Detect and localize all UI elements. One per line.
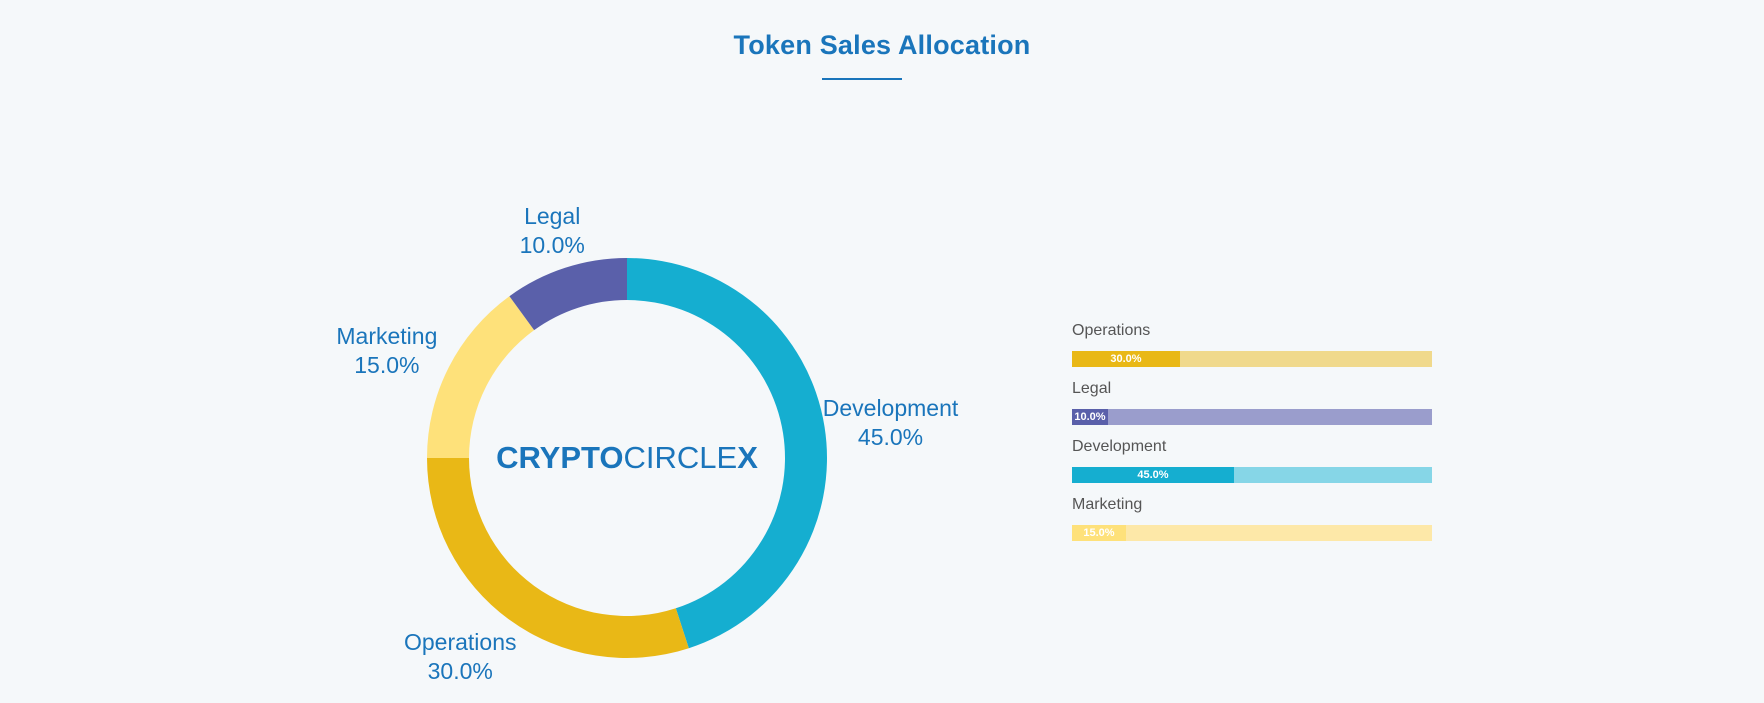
donut-label-name: Marketing xyxy=(336,323,437,349)
logo-text-bold: CRYPTO xyxy=(496,440,623,475)
bar-track: 30.0% xyxy=(1072,351,1432,367)
donut-label-value: 15.0% xyxy=(354,352,419,378)
bar-track: 45.0% xyxy=(1072,467,1432,483)
bar-row-development: Development 45.0% xyxy=(1072,438,1432,496)
bar-fill: 10.0% xyxy=(1072,409,1108,425)
bar-fill: 15.0% xyxy=(1072,525,1126,541)
donut-label-marketing: Marketing 15.0% xyxy=(336,323,437,378)
donut-label-name: Legal xyxy=(524,203,580,229)
donut-label-value: 45.0% xyxy=(858,424,923,450)
donut-label-value: 10.0% xyxy=(520,232,585,258)
page-title: Token Sales Allocation xyxy=(733,30,1031,60)
bar-label: Development xyxy=(1072,438,1167,455)
donut-slice-legal xyxy=(509,258,627,331)
donut-slice-development xyxy=(627,258,828,649)
donut-slice-operations xyxy=(426,458,689,659)
bar-label: Operations xyxy=(1072,322,1151,339)
bar-fill: 30.0% xyxy=(1072,351,1180,367)
bar-fill: 45.0% xyxy=(1072,467,1234,483)
donut-label-operations: Operations 30.0% xyxy=(404,629,517,684)
svg-text:CRYPTOCIRCLEX: CRYPTOCIRCLEX xyxy=(496,440,758,475)
cryptocirclex-logo: CRYPTOCIRCLEX xyxy=(496,440,758,475)
bar-row-marketing: Marketing 15.0% xyxy=(1072,496,1432,554)
donut-labels: Development 45.0% Operations 30.0% Marketing… xyxy=(336,203,958,684)
bar-label: Marketing xyxy=(1072,496,1143,513)
donut-label-legal: Legal 10.0% xyxy=(520,203,585,258)
donut-segments xyxy=(426,258,828,659)
logo-text-light: CIRCLE xyxy=(624,440,738,475)
donut-label-value: 30.0% xyxy=(428,658,493,684)
bar-label: Legal xyxy=(1072,380,1112,397)
logo-text-x: X xyxy=(737,440,758,475)
title-underline xyxy=(822,78,902,80)
allocation-bars: Operations 30.0% Legal 10.0% Development 45.0… xyxy=(1072,322,1432,554)
donut-label-development: Development 45.0% xyxy=(823,395,959,450)
bar-row-legal: Legal 10.0% xyxy=(1072,380,1432,438)
bar-track: 15.0% xyxy=(1072,525,1432,541)
donut-label-name: Development xyxy=(823,395,959,421)
bar-track: 10.0% xyxy=(1072,409,1432,425)
donut-label-name: Operations xyxy=(404,629,517,655)
bar-row-operations: Operations 30.0% xyxy=(1072,322,1432,380)
donut-slice-marketing xyxy=(427,296,535,458)
